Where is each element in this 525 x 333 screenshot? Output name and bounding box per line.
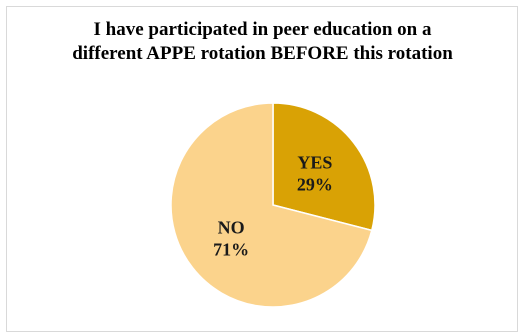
- pie-slice-yes: [272, 102, 376, 232]
- slice-label-no: NO: [218, 218, 245, 238]
- pie-slice-no: [170, 102, 373, 308]
- chart-title: I have participated in peer education on…: [10, 18, 515, 66]
- chart-title-line-2: different APPE rotation BEFORE this rota…: [72, 43, 453, 64]
- pie-slices: [170, 102, 376, 308]
- slice-percent-no: 71%: [213, 240, 249, 260]
- slice-label-yes: YES: [297, 152, 332, 172]
- chart-title-line-1: I have participated in peer education on…: [93, 19, 432, 40]
- slice-percent-yes: 29%: [297, 174, 333, 194]
